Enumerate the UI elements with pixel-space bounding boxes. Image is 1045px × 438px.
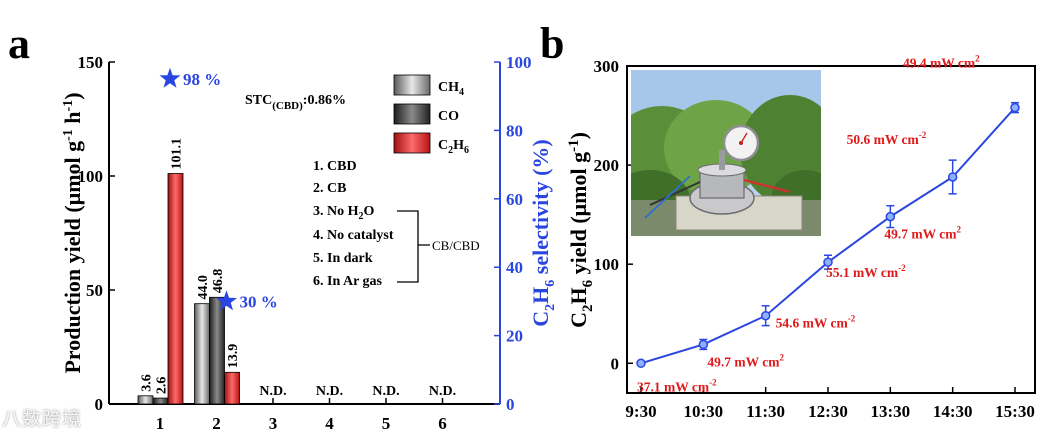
b-point-label: 49.4 mW cm2 (903, 54, 980, 71)
b-xtick-label: 10:30 (683, 402, 723, 421)
condition-2: 2. CB (313, 181, 346, 196)
a-xtick-label: 1 (156, 414, 165, 433)
condition-4: 4. No catalyst (313, 228, 394, 243)
b-point-label: 49.7 mW cm2 (707, 352, 784, 369)
b-ticks: 0 100 200 300 9:30 10:30 11:30 12:30 13:30 14:30 1… (594, 57, 1035, 421)
legend-label-co: CO (438, 109, 459, 124)
b-point-label: 49.7 mW cm2 (884, 225, 961, 242)
b-xtick-label: 12:30 (808, 402, 848, 421)
stc-label: STC(CBD):0.86% (245, 93, 346, 112)
a-ylabel-right: C2H6 selectivity (%) (528, 139, 558, 327)
b-point-label: 55.1 mW cm-2 (826, 263, 906, 280)
b-point-label: 50.6 mW cm-2 (847, 130, 927, 147)
b-ytick-label: 300 (594, 57, 620, 76)
watermark-logo: 八数跨境 (2, 408, 83, 430)
b-data-point (823, 257, 833, 267)
a-ytick-right-label: 40 (506, 258, 523, 277)
condition-5: 5. In dark (313, 251, 373, 266)
bracket-label: CB/CBD (432, 238, 480, 253)
b-xtick-label: 11:30 (746, 402, 785, 421)
b-data-point (885, 211, 896, 222)
a-ytick-right-label: 100 (506, 53, 532, 72)
a-xtick-label: 3 (269, 414, 278, 433)
bar-ch4-cat2 (194, 303, 210, 405)
b-point-label: 54.6 mW cm-2 (776, 314, 856, 331)
inset-photo (631, 70, 821, 236)
bar-value-label: 13.9 (226, 344, 241, 369)
a-legend: CH4 CO C2H6 (393, 74, 469, 156)
legend-swatch-ch4 (393, 74, 431, 96)
selectivity-star (159, 67, 181, 88)
legend-label-c2h6: C2H6 (438, 138, 469, 156)
a-bar-labels: 3.6 44.0 2.6 46.8 101.1 13.9 N.D. N.D. N.D. N.D. (140, 138, 457, 399)
b-ytick-label: 0 (611, 354, 620, 373)
legend-swatch-c2h6 (393, 132, 431, 154)
a-xtick-label: 5 (382, 414, 391, 433)
b-series (636, 101, 1020, 369)
b-xtick-label: 15:30 (995, 402, 1035, 421)
bar-value-label: 3.6 (140, 374, 155, 392)
bar-value-label: 101.1 (170, 138, 185, 170)
b-data-point (636, 358, 646, 369)
condition-3: 3. No H2O (313, 204, 375, 222)
bar-c2h6-cat2 (224, 371, 240, 405)
b-point-labels: 37.1 mW cm-2 49.7 mW cm2 54.6 mW cm-2 55.1 … (637, 54, 980, 395)
bar-ch4-cat1 (137, 395, 154, 405)
b-xtick-label: 9:30 (625, 402, 656, 421)
b-ylabel: C2H6 yield (μmol g-1) (566, 132, 596, 328)
a-xtick-label: 6 (438, 414, 447, 433)
not-detected-label: N.D. (259, 384, 286, 399)
selectivity-label: 98 % (183, 70, 221, 89)
b-data-point (947, 172, 958, 182)
b-data-point (760, 310, 771, 321)
bar-co-cat1 (152, 397, 169, 405)
b-ytick-label: 200 (594, 156, 620, 175)
a-ytick-label: 50 (86, 281, 103, 300)
a-ytick-right-label: 80 (506, 121, 523, 140)
condition-bracket (397, 210, 430, 283)
b-xtick-label: 14:30 (933, 402, 973, 421)
selectivity-star (216, 290, 237, 311)
a-ytick-label: 100 (78, 167, 104, 186)
a-ticks: 0 50 100 150 0 20 40 60 80 100 1 2 3 4 5 6 (78, 53, 532, 433)
a-ytick-label: 150 (78, 53, 104, 72)
legend-label-ch4: CH4 (438, 80, 464, 98)
a-xtick-label: 4 (325, 414, 334, 433)
legend-swatch-co (393, 103, 431, 125)
bar-co-cat2 (209, 296, 225, 405)
a-bars (137, 173, 240, 405)
condition-1: 1. CBD (313, 159, 357, 174)
bar-value-label: 44.0 (196, 275, 211, 300)
panel-a-chart: a 0 50 100 150 0 20 40 60 80 100 1 2 3 4 5 6 3.6 44.0 2.6… (8, 19, 558, 433)
a-ytick-right-label: 60 (506, 190, 523, 209)
a-ylabel: Production yield (μmol g-1 h-1) (60, 92, 85, 373)
not-detected-label: N.D. (372, 384, 399, 399)
condition-6: 6. In Ar gas (313, 274, 383, 289)
condition-list: 1. CBD 2. CB 3. No H2O 4. No catalyst 5.… (313, 159, 480, 289)
b-plot-frame (626, 65, 1036, 394)
selectivity-label: 30 % (240, 292, 278, 311)
a-ytick-label: 0 (95, 395, 104, 414)
bar-value-label: 2.6 (155, 377, 170, 395)
b-ytick-label: 100 (594, 255, 620, 274)
a-xtick-label: 2 (212, 414, 221, 433)
bar-c2h6-cat1 (167, 173, 184, 405)
panel-b-letter: b (540, 19, 564, 68)
not-detected-label: N.D. (429, 384, 456, 399)
b-data-point (698, 339, 709, 350)
b-data-point (1010, 102, 1020, 113)
panel-b-chart: b 0 100 200 300 9:30 10:30 11:30 12:30 13:30 14:3… (540, 19, 1036, 421)
a-ytick-right-label: 0 (506, 395, 515, 414)
b-point-label: 37.1 mW cm-2 (637, 377, 717, 394)
not-detected-label: N.D. (316, 384, 343, 399)
b-xtick-label: 13:30 (870, 402, 910, 421)
panel-a-letter: a (8, 19, 30, 68)
bar-value-label: 46.8 (211, 269, 226, 294)
a-ytick-right-label: 20 (506, 327, 523, 346)
selectivity-markers: 98 % 30 % (159, 67, 278, 311)
